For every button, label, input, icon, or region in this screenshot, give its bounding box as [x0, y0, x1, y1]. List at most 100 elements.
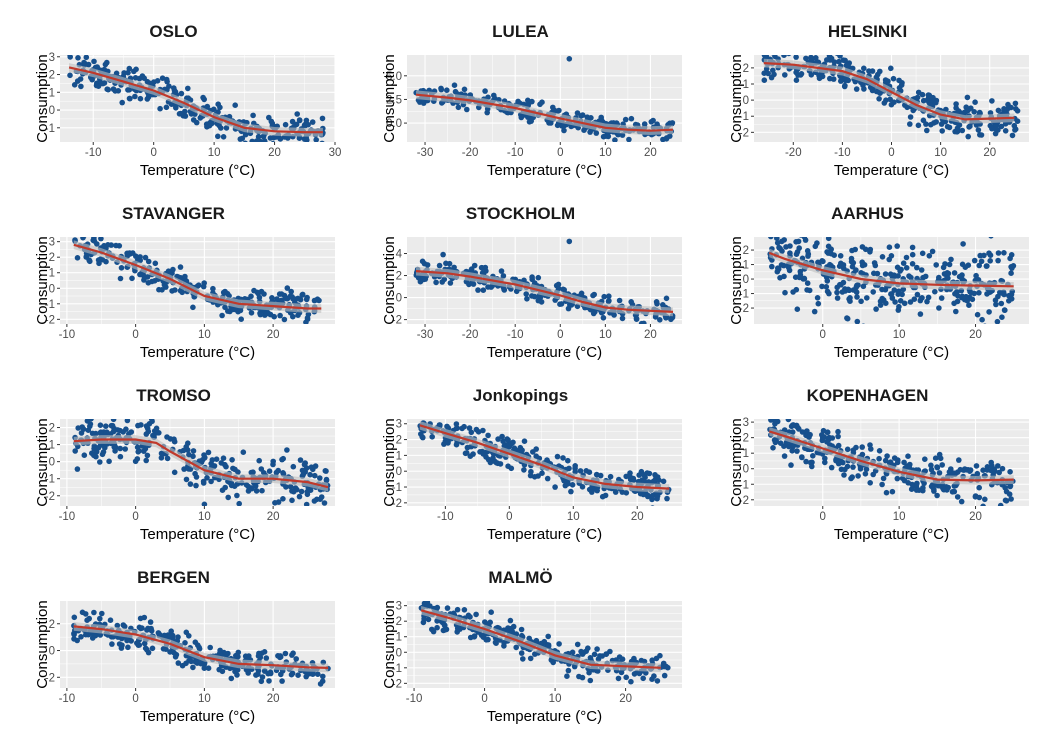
data-point: [585, 645, 591, 651]
data-point: [166, 269, 173, 276]
data-point: [980, 467, 986, 473]
data-point: [262, 140, 268, 142]
data-point: [907, 114, 914, 120]
data-point: [259, 674, 266, 680]
data-point: [809, 459, 815, 466]
data-point: [628, 115, 635, 122]
data-point: [842, 286, 848, 292]
y-tick-label: -1: [739, 111, 749, 123]
y-tick-label: 2: [743, 245, 749, 257]
data-point: [861, 323, 865, 324]
data-point: [976, 262, 982, 269]
data-point: [1008, 496, 1014, 502]
data-point: [525, 114, 531, 120]
data-point: [938, 295, 945, 301]
data-point: [972, 99, 978, 105]
data-point: [593, 130, 600, 136]
data-point: [296, 117, 303, 123]
data-point: [317, 496, 324, 502]
data-point: [288, 671, 295, 678]
x-tick-label: 0: [481, 693, 487, 705]
data-point: [538, 299, 545, 305]
y-tick-label: 0: [743, 95, 749, 107]
data-point: [577, 468, 584, 474]
data-point: [944, 270, 951, 276]
data-point: [207, 644, 213, 651]
data-point: [208, 478, 214, 485]
data-point: [561, 127, 567, 134]
smooth-confidence-band: [69, 63, 323, 137]
data-point: [282, 650, 289, 657]
y-tick-label: -2: [392, 315, 402, 327]
data-point: [819, 432, 825, 438]
data-point: [929, 248, 936, 255]
data-point: [280, 496, 286, 502]
data-point: [594, 487, 600, 494]
data-point: [139, 625, 145, 631]
data-point: [555, 108, 561, 114]
data-point: [485, 456, 492, 463]
y-tick-label: 0: [49, 646, 55, 658]
data-point: [529, 274, 535, 280]
data-point: [954, 298, 961, 305]
data-point: [110, 428, 117, 435]
data-point: [266, 678, 272, 684]
data-point: [876, 448, 883, 454]
data-point: [550, 659, 556, 666]
data-point: [948, 256, 954, 263]
data-point: [480, 427, 486, 434]
data-point: [513, 644, 519, 651]
data-point: [186, 633, 192, 639]
data-point: [578, 113, 584, 119]
data-point: [896, 77, 902, 84]
data-point: [664, 495, 670, 502]
data-point: [859, 444, 865, 450]
data-point: [171, 469, 178, 476]
data-point: [1012, 126, 1019, 132]
data-point: [436, 262, 443, 269]
x-axis-title: Temperature (°C): [834, 162, 949, 179]
smooth-line: [763, 62, 1015, 121]
data-point: [964, 94, 971, 101]
data-point: [882, 457, 889, 464]
data-point: [280, 470, 286, 476]
y-axis-title: Consumption: [34, 236, 51, 324]
x-tick-label: 20: [969, 511, 982, 523]
data-point: [81, 452, 88, 458]
y-axis-title: Consumption: [34, 600, 51, 688]
data-point: [995, 257, 1001, 264]
data-point: [193, 482, 199, 489]
y-tick-label: 0: [49, 105, 55, 117]
smooth-confidence-band: [419, 420, 670, 493]
data-point: [259, 487, 265, 494]
data-point: [768, 419, 774, 423]
x-axis-title: Temperature (°C): [834, 344, 949, 361]
data-point: [529, 98, 535, 105]
data-point: [969, 296, 976, 303]
data-point: [312, 472, 318, 479]
data-point: [123, 426, 129, 432]
data-point: [772, 230, 778, 236]
data-point: [867, 246, 874, 253]
data-point: [796, 274, 803, 281]
data-point: [951, 483, 958, 489]
smooth-confidence-band: [73, 240, 322, 313]
data-point: [78, 83, 84, 90]
data-point: [518, 626, 525, 633]
y-tick-label: -2: [739, 127, 749, 139]
data-point: [920, 117, 927, 124]
data-point: [820, 427, 827, 434]
data-point: [804, 287, 810, 293]
data-point: [1002, 497, 1009, 504]
data-point: [825, 237, 832, 242]
data-point: [261, 470, 267, 476]
x-tick-label: -20: [462, 329, 479, 341]
data-point: [305, 141, 308, 142]
data-point: [814, 295, 821, 301]
data-point: [765, 70, 771, 77]
data-point: [267, 669, 274, 675]
data-point: [290, 650, 296, 656]
data-point: [882, 271, 889, 277]
data-point: [971, 257, 978, 264]
data-point: [101, 243, 107, 249]
